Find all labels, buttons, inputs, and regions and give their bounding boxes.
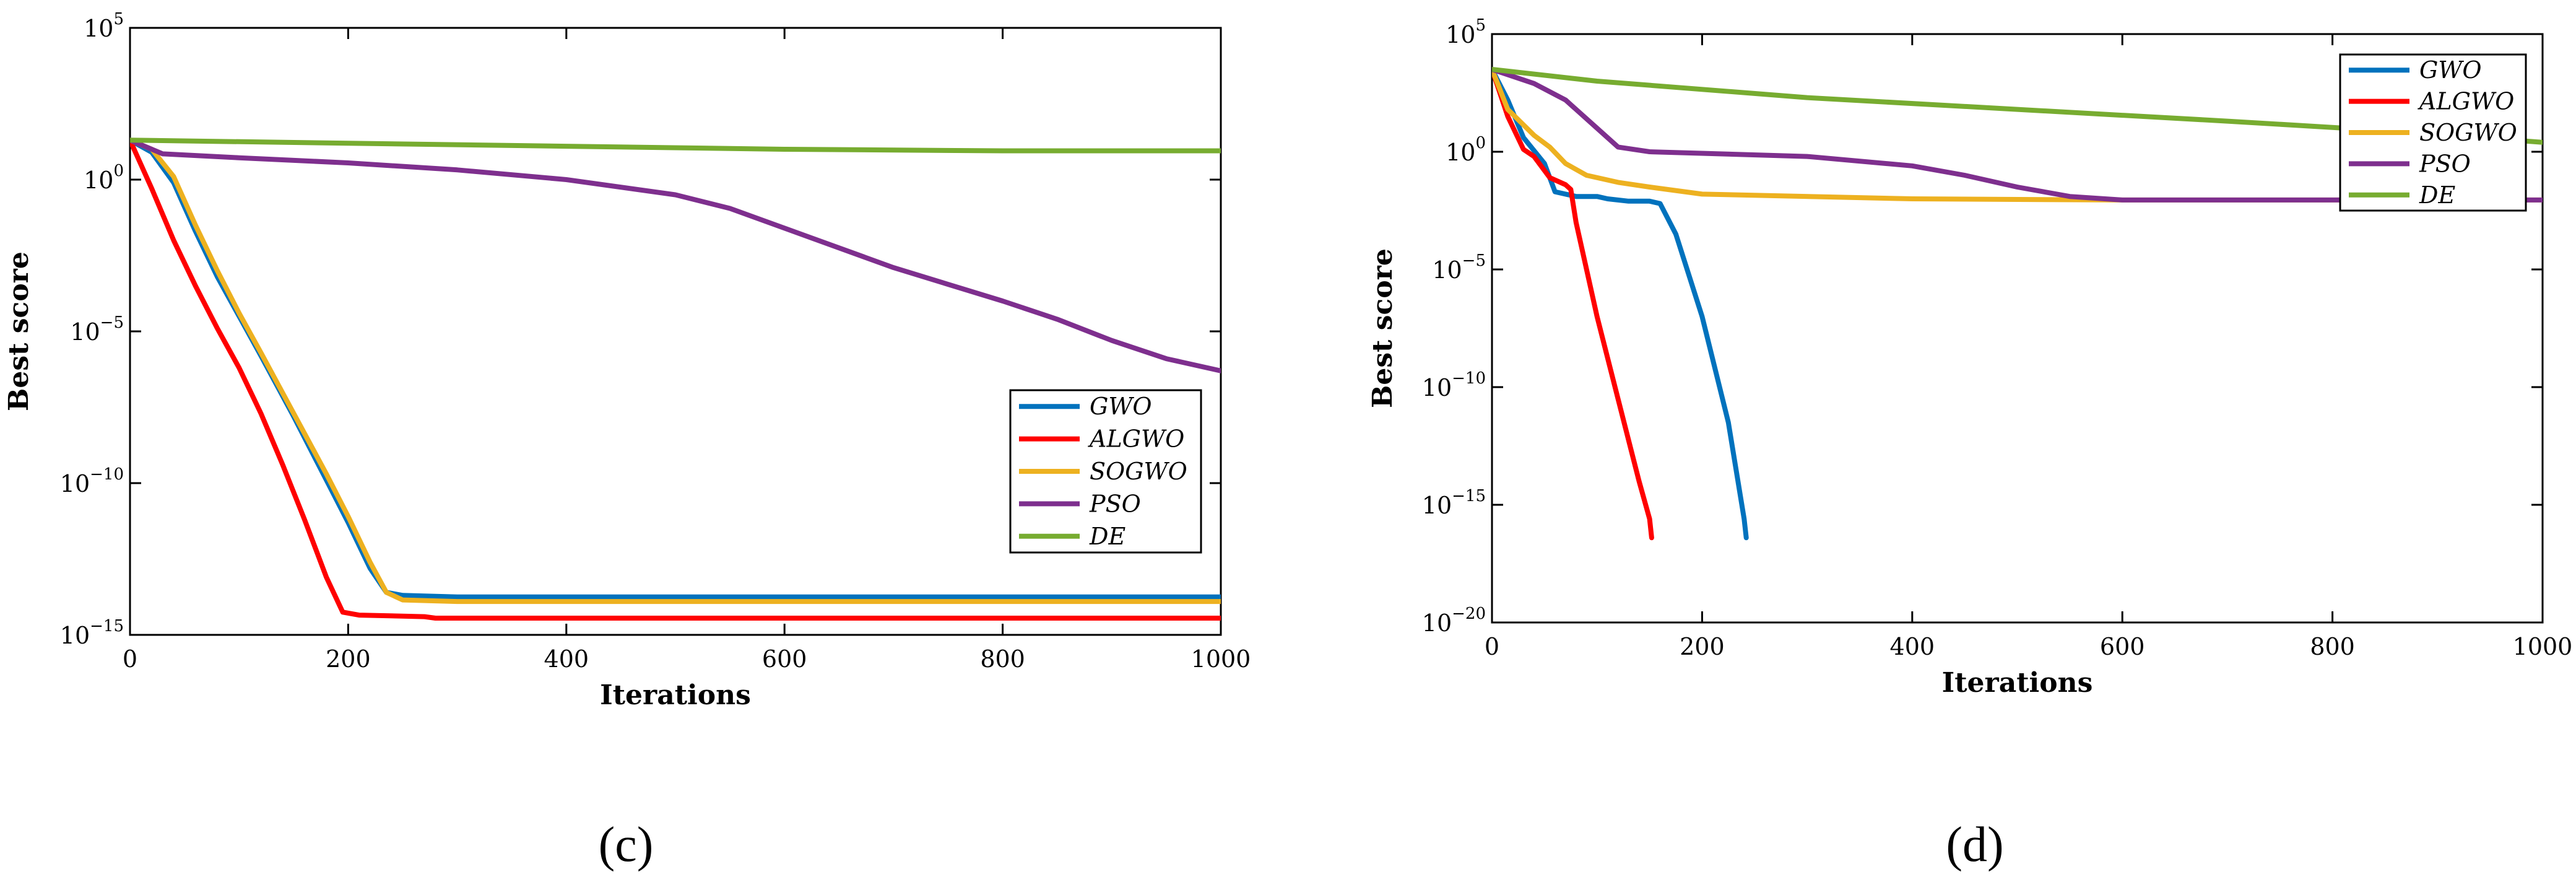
x-tick-label: 800 [2310, 633, 2355, 660]
y-axis-label: Best score [3, 251, 35, 411]
y-tick-label: 105 [84, 10, 124, 42]
series-line-pso [1492, 67, 2543, 203]
series-line-sogwo [130, 138, 1221, 605]
x-tick-label: 0 [1485, 633, 1499, 660]
series-line-sogwo [1492, 67, 2543, 203]
x-tick-label: 600 [762, 645, 807, 673]
y-axis-label: Best score [1367, 248, 1399, 408]
series-line-algwo [130, 138, 1221, 621]
x-tick-label: 0 [123, 645, 137, 673]
x-tick-label: 400 [544, 645, 589, 673]
y-tick-label: 10−10 [1422, 369, 1486, 401]
series-line-gwo [1492, 67, 1749, 541]
legend-label-gwo: GWO [2419, 56, 2482, 84]
x-tick-label: 200 [1680, 633, 1725, 660]
x-tick-label: 600 [2100, 633, 2145, 660]
y-tick-label: 10−15 [1422, 487, 1486, 519]
y-tick-label: 10−20 [1422, 605, 1486, 637]
x-axis-label: Iterations [600, 679, 751, 711]
y-tick-label: 10−5 [1432, 251, 1486, 284]
panel-caption: (c) [599, 818, 654, 872]
x-tick-label: 400 [1890, 633, 1935, 660]
chart-panel-2: 0 200 400 600 800 1000 10−20 10−15 10−10 10−5 100 1… [1367, 16, 2572, 872]
legend-label-de: DE [1089, 523, 1125, 550]
y-tick-label: 105 [1446, 16, 1486, 48]
legend-label-gwo: GWO [1090, 393, 1152, 420]
y-tick-label: 10−10 [60, 465, 124, 497]
x-tick-label: 200 [326, 645, 371, 673]
legend-label-pso: PSO [2419, 150, 2471, 177]
legend-label-algwo: ALGWO [1088, 426, 1184, 453]
series-line-pso [130, 138, 1221, 373]
panel-caption: (d) [1946, 818, 2003, 872]
series-line-de [130, 138, 1221, 154]
legend-label-algwo: ALGWO [2418, 88, 2514, 115]
y-tick-label: 10−5 [70, 313, 124, 346]
y-tick-label: 100 [1446, 134, 1486, 166]
series-line-algwo [1492, 67, 1654, 541]
x-tick-label: 1000 [1191, 645, 1251, 673]
legend-label-sogwo: SOGWO [2419, 119, 2517, 146]
x-tick-label: 800 [980, 645, 1025, 673]
legend-label-de: DE [2419, 181, 2455, 209]
y-tick-label: 10−15 [60, 617, 124, 649]
x-tick-label: 1000 [2513, 633, 2573, 660]
chart-panel-1: 0 200 400 600 800 1000 10−15 10−10 10−5 100 105 Ite… [3, 10, 1251, 872]
x-axis-label: Iterations [1942, 667, 2093, 699]
legend-label-sogwo: SOGWO [1090, 458, 1187, 485]
y-tick-label: 100 [84, 162, 124, 194]
legend-label-pso: PSO [1089, 490, 1141, 517]
